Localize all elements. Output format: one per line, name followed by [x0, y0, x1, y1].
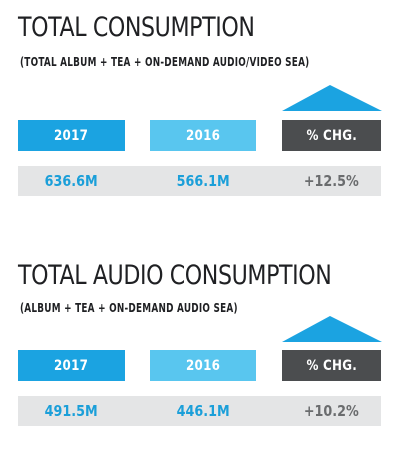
value-2017: 636.6M — [44, 172, 99, 190]
value-2017: 491.5M — [44, 402, 99, 420]
section-subtitle: (TOTAL ALBUM + TEA + ON-DEMAND AUDIO/VID… — [20, 55, 310, 69]
header-pct-change: % CHG. — [282, 350, 381, 381]
section-title: TOTAL AUDIO CONSUMPTION — [18, 260, 332, 291]
values-row — [18, 396, 381, 426]
increase-triangle-icon — [282, 85, 382, 111]
header-2016: 2016 — [150, 350, 256, 381]
section-subtitle: (ALBUM + TEA + ON-DEMAND AUDIO SEA) — [20, 301, 238, 315]
total-consumption-section: TOTAL CONSUMPTION (TOTAL ALBUM + TEA + O… — [0, 0, 400, 210]
values-row — [18, 166, 381, 196]
header-2017: 2017 — [18, 120, 125, 151]
header-2016: 2016 — [150, 120, 256, 151]
header-pct-change: % CHG. — [282, 120, 381, 151]
value-pct-change: +12.5% — [304, 172, 359, 190]
value-2016: 566.1M — [176, 172, 230, 190]
value-pct-change: +10.2% — [304, 402, 359, 420]
increase-triangle-icon — [282, 316, 382, 342]
value-2016: 446.1M — [176, 402, 230, 420]
header-2017: 2017 — [18, 350, 125, 381]
section-title: TOTAL CONSUMPTION — [18, 12, 255, 43]
